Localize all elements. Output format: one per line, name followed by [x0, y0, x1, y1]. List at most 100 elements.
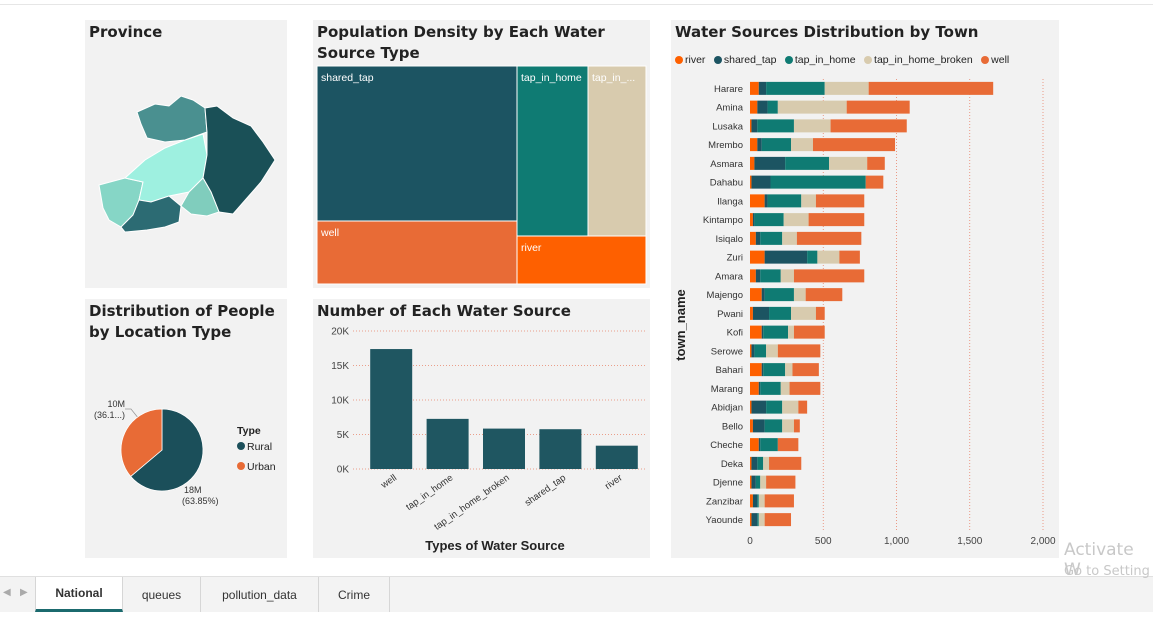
town-bar-segment-well[interactable] [769, 456, 802, 470]
town-bar-segment-tap_in_home[interactable] [763, 325, 789, 339]
town-bar-segment-river[interactable] [750, 456, 752, 470]
town-bar-segment-tap_in_home[interactable] [760, 381, 781, 395]
legend-item-tap_in_home_broken[interactable]: tap_in_home_broken [864, 54, 973, 66]
town-bar-segment-shared_tap[interactable] [755, 269, 761, 283]
region-south[interactable] [180, 177, 220, 217]
town-bar-segment-shared_tap[interactable] [751, 456, 758, 470]
town-bar-segment-tap_in_home_broken[interactable] [758, 513, 765, 527]
town-bar-segment-tap_in_home_broken[interactable] [793, 119, 831, 133]
town-bar-segment-river[interactable] [750, 231, 756, 245]
town-bar-segment-well[interactable] [798, 400, 808, 414]
bar-shared_tap[interactable] [539, 429, 582, 469]
town-bar-segment-shared_tap[interactable] [755, 231, 761, 245]
town-bar-segment-shared_tap[interactable] [751, 344, 755, 358]
town-bar-segment-tap_in_home[interactable] [757, 494, 759, 508]
town-bar-segment-tap_in_home[interactable] [757, 456, 764, 470]
bar-tap_in_home[interactable] [426, 418, 469, 469]
pie-legend-item-urban[interactable]: Urban [237, 461, 276, 473]
town-bar-segment-tap_in_home_broken[interactable] [777, 100, 847, 114]
town-bar-segment-shared_tap[interactable] [752, 213, 755, 227]
bar-river[interactable] [595, 445, 638, 469]
town-bar-segment-tap_in_home[interactable] [766, 400, 783, 414]
town-bar-segment-well[interactable] [868, 81, 994, 95]
town-bar-segment-well[interactable] [805, 288, 843, 302]
legend-item-tap_in_home[interactable]: tap_in_home [784, 54, 856, 66]
town-bar-segment-well[interactable] [766, 475, 796, 489]
town-bar-segment-shared_tap[interactable] [761, 325, 764, 339]
treemap-cell-shared_tap[interactable]: shared_tap [316, 65, 518, 222]
town-bar-segment-tap_in_home[interactable] [767, 194, 802, 208]
town-bar-segment-tap_in_home_broken[interactable] [782, 231, 797, 245]
town-bar-segment-shared_tap[interactable] [752, 494, 758, 508]
town-bar-segment-shared_tap[interactable] [751, 175, 771, 189]
town-bar-segment-shared_tap[interactable] [754, 156, 786, 170]
town-bar-segment-shared_tap[interactable] [761, 288, 765, 302]
town-bar-segment-river[interactable] [750, 250, 765, 264]
town-bar-segment-river[interactable] [750, 306, 753, 320]
town-bar-segment-shared_tap[interactable] [761, 363, 764, 377]
town-bar-segment-well[interactable] [789, 381, 821, 395]
town-bar-segment-shared_tap[interactable] [752, 419, 765, 433]
town-bar-segment-tap_in_home[interactable] [764, 288, 794, 302]
town-bar-segment-well[interactable] [792, 363, 819, 377]
town-bar-segment-tap_in_home_broken[interactable] [783, 213, 809, 227]
treemap-cell-well[interactable]: well [316, 220, 518, 285]
town-bar-segment-river[interactable] [750, 325, 762, 339]
town-bar-segment-river[interactable] [750, 344, 752, 358]
town-bar-segment-tap_in_home_broken[interactable] [817, 250, 840, 264]
town-bar-segment-well[interactable] [796, 231, 862, 245]
town-bar-segment-tap_in_home[interactable] [757, 513, 759, 527]
town-bar-segment-tap_in_home[interactable] [785, 156, 830, 170]
town-bar-segment-tap_in_home_broken[interactable] [791, 306, 816, 320]
town-bar-segment-tap_in_home_broken[interactable] [758, 494, 765, 508]
pie-legend-item-rural[interactable]: Rural [237, 441, 272, 453]
town-bar-segment-tap_in_home[interactable] [767, 100, 778, 114]
town-bar-segment-river[interactable] [750, 100, 758, 114]
town-bar-segment-river[interactable] [750, 288, 762, 302]
town-bar-segment-river[interactable] [750, 119, 752, 133]
town-stacked-bar-chart[interactable]: town_name 0 500 1,000 1,500 2,000 Harare Amina… [671, 20, 1059, 558]
location-pie-chart[interactable]: 10M (36.1...) 18M (63.85%) Type Rural Ur… [85, 299, 287, 558]
town-bar-segment-well[interactable] [815, 194, 865, 208]
town-bar-segment-tap_in_home[interactable] [769, 306, 792, 320]
bar-well[interactable] [370, 349, 413, 469]
town-bar-segment-well[interactable] [764, 513, 792, 527]
tab-queues[interactable]: queues [123, 577, 201, 612]
pie-slice-rural[interactable] [130, 408, 204, 492]
town-bar-segment-tap_in_home_broken[interactable] [780, 381, 790, 395]
legend-item-well[interactable]: well [981, 54, 1009, 66]
town-bar-segment-shared_tap[interactable] [758, 438, 761, 452]
town-bar-segment-tap_in_home[interactable] [760, 438, 778, 452]
town-bar-segment-river[interactable] [750, 400, 752, 414]
legend-item-shared_tap[interactable]: shared_tap [713, 54, 776, 66]
town-bar-segment-well[interactable] [815, 306, 825, 320]
town-bar-segment-well[interactable] [777, 438, 799, 452]
town-bar-segment-shared_tap[interactable] [764, 194, 768, 208]
town-chart-panel[interactable]: Water Sources Distribution by Town river… [671, 20, 1059, 558]
town-bar-segment-well[interactable] [812, 138, 896, 152]
town-bar-segment-tap_in_home[interactable] [755, 475, 761, 489]
town-bar-segment-tap_in_home_broken[interactable] [766, 344, 778, 358]
town-bar-segment-shared_tap[interactable] [757, 100, 768, 114]
town-bar-segment-tap_in_home[interactable] [770, 175, 866, 189]
town-bar-segment-tap_in_home[interactable] [760, 269, 781, 283]
treemap-chart[interactable]: shared_tap well tap_in_home tap_in_... r… [313, 20, 650, 288]
bar-panel[interactable]: Number of Each Water Source Types of Wat… [313, 299, 650, 558]
town-bar-segment-shared_tap[interactable] [752, 306, 770, 320]
town-bar-segment-well[interactable] [808, 213, 865, 227]
bar-tap_in_home_broken[interactable] [483, 428, 525, 469]
town-bar-segment-tap_in_home_broken[interactable] [763, 456, 770, 470]
tab-crime[interactable]: Crime [319, 577, 390, 612]
town-bar-segment-tap_in_home_broken[interactable] [829, 156, 868, 170]
town-bar-segment-river[interactable] [750, 475, 752, 489]
water-source-bar-chart[interactable]: Types of Water Source 0K 5K 10K 15K 20K well t… [313, 299, 650, 558]
town-bar-segment-well[interactable] [793, 325, 825, 339]
town-bar-segment-tap_in_home[interactable] [807, 250, 818, 264]
town-bar-segment-tap_in_home[interactable] [760, 231, 783, 245]
town-bar-segment-shared_tap[interactable] [751, 513, 758, 527]
town-bar-segment-tap_in_home[interactable] [761, 138, 792, 152]
town-bar-segment-well[interactable] [839, 250, 860, 264]
region-south-west[interactable] [120, 195, 182, 233]
town-bar-segment-tap_in_home[interactable] [754, 344, 767, 358]
town-bar-segment-river[interactable] [750, 213, 753, 227]
